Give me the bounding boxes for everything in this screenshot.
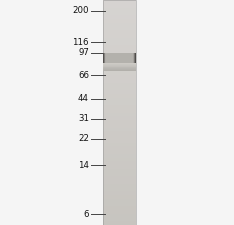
Bar (103, 45, 136, 49)
Bar (103, 70, 136, 71)
Bar (103, 198, 136, 202)
Text: 6: 6 (83, 210, 89, 219)
Bar (103, 146, 136, 150)
Bar (103, 161, 136, 165)
Bar (103, 138, 136, 142)
Bar (103, 67, 136, 68)
Bar (103, 157, 136, 161)
Bar (103, 3, 136, 7)
Bar (103, 153, 136, 158)
Bar (103, 142, 136, 146)
Text: 22: 22 (78, 134, 89, 143)
Bar (103, 183, 136, 187)
Bar (103, 123, 136, 128)
Bar (103, 150, 136, 154)
Bar (103, 82, 136, 86)
Bar (103, 101, 136, 105)
Bar (103, 90, 136, 94)
Bar (103, 63, 136, 68)
Bar (103, 86, 136, 90)
Bar (103, 11, 136, 15)
Text: 200: 200 (72, 6, 89, 15)
Bar (103, 116, 136, 120)
Bar (103, 33, 136, 38)
Bar (103, 172, 136, 176)
Bar (103, 15, 136, 19)
Bar (103, 209, 136, 214)
Bar (103, 63, 136, 64)
Bar (103, 52, 136, 56)
Bar (103, 66, 136, 67)
Bar (103, 69, 136, 70)
Bar (103, 180, 136, 184)
Bar (103, 29, 136, 34)
Text: 31: 31 (78, 115, 89, 124)
Bar (103, 221, 136, 225)
Bar (103, 213, 136, 218)
Bar (103, 22, 136, 26)
Bar (103, 37, 136, 41)
Bar (103, 78, 136, 83)
Bar (103, 119, 136, 124)
Bar (103, 56, 136, 60)
Bar (103, 65, 136, 66)
Bar (103, 217, 136, 221)
Bar (103, 195, 136, 199)
Bar (103, 135, 136, 139)
Bar (103, 0, 136, 225)
Bar (103, 48, 136, 52)
Bar (103, 97, 136, 101)
Bar (103, 71, 136, 75)
Bar (103, 105, 136, 109)
Bar (103, 18, 136, 22)
Bar (103, 112, 136, 116)
Text: 44: 44 (78, 94, 89, 103)
Bar (103, 202, 136, 206)
Text: 14: 14 (78, 161, 89, 170)
Bar (103, 74, 136, 79)
Bar (103, 60, 136, 64)
Bar (103, 7, 136, 11)
Bar (103, 164, 136, 169)
Bar (103, 68, 136, 69)
Bar (103, 0, 136, 4)
Text: 66: 66 (78, 70, 89, 79)
Bar (103, 93, 136, 97)
Text: 97: 97 (78, 48, 89, 57)
Bar (103, 67, 136, 71)
Bar (103, 108, 136, 112)
Bar (103, 187, 136, 191)
Bar (103, 168, 136, 173)
Bar (103, 41, 136, 45)
Bar (103, 176, 136, 180)
Bar (103, 191, 136, 195)
Bar (103, 131, 136, 135)
Bar (103, 26, 136, 30)
Bar (103, 127, 136, 131)
Bar (103, 64, 136, 65)
Bar (103, 206, 136, 210)
Text: 116: 116 (72, 38, 89, 47)
